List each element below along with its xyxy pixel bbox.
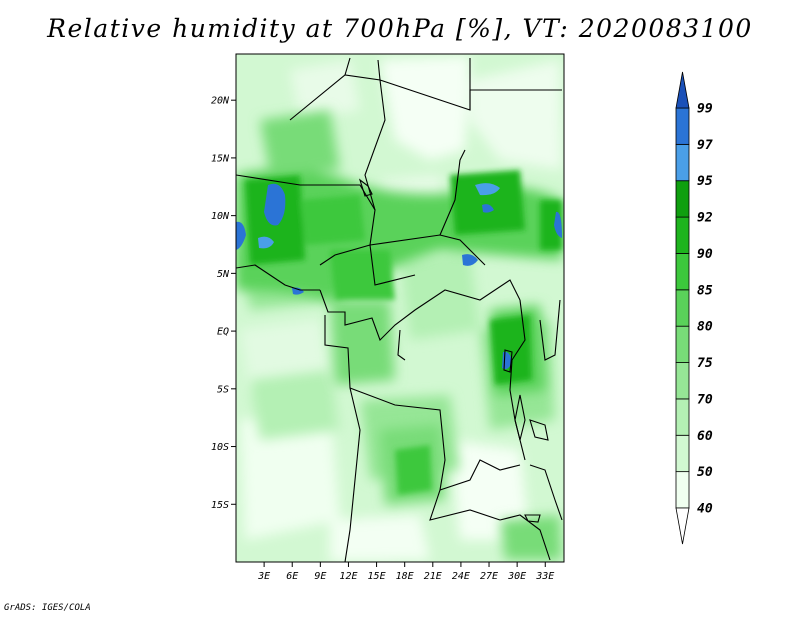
colorbar-cell bbox=[675, 180, 690, 218]
lat-tick-label: 5S bbox=[217, 384, 229, 395]
colorbar: 40 50 60 70 75 80 85 90 92 95 97 99 bbox=[675, 71, 713, 545]
lon-tick-label: 6E bbox=[286, 571, 298, 582]
colorbar-cell bbox=[675, 289, 690, 327]
very-moist-regions bbox=[245, 170, 562, 495]
colorbar-label: 85 bbox=[697, 283, 713, 298]
map-title: Relative humidity at 700hPa [%], VT: 202… bbox=[47, 14, 753, 43]
lon-tick-label: 12E bbox=[339, 571, 357, 582]
colorbar-cell bbox=[675, 362, 690, 400]
lon-tick-label: 21E bbox=[424, 571, 442, 582]
lon-tick-label: 24E bbox=[452, 571, 470, 582]
colorbar-label: 99 bbox=[697, 102, 713, 117]
colorbar-over-arrow bbox=[675, 71, 690, 109]
colorbar-cell bbox=[675, 253, 690, 291]
colorbar-label: 40 bbox=[697, 502, 713, 517]
colorbar-cell bbox=[675, 434, 690, 473]
lat-tick-label: 15S bbox=[211, 500, 229, 511]
colorbar-label: 75 bbox=[697, 356, 713, 371]
colorbar-label: 70 bbox=[697, 392, 713, 407]
lon-tick-label: 18E bbox=[396, 571, 414, 582]
colorbar-cell bbox=[675, 398, 690, 436]
longitude-axis: 3E 6E 9E 12E 15E 18E 21E 24E 27E 30E 33E bbox=[257, 562, 554, 582]
colorbar-cell bbox=[675, 107, 690, 145]
lat-tick-label: 5N bbox=[217, 269, 230, 280]
map-panel bbox=[236, 54, 564, 562]
lat-tick-label: 20N bbox=[211, 96, 230, 107]
saturated-regions bbox=[236, 183, 562, 370]
credit-label: GrADS: IGES/COLA bbox=[4, 603, 91, 613]
lat-tick-label: 10N bbox=[211, 211, 230, 222]
colorbar-label: 97 bbox=[697, 138, 713, 153]
lon-tick-label: 27E bbox=[480, 571, 498, 582]
colorbar-label: 90 bbox=[697, 247, 713, 262]
lat-tick-label: EQ bbox=[217, 327, 229, 338]
colorbar-label: 80 bbox=[697, 320, 713, 335]
lat-tick-label: 10S bbox=[211, 442, 229, 453]
lon-tick-label: 3E bbox=[257, 571, 270, 582]
lakes bbox=[358, 178, 549, 523]
colorbar-label: 50 bbox=[697, 465, 713, 480]
lon-tick-label: 9E bbox=[314, 571, 326, 582]
lon-tick-label: 15E bbox=[368, 571, 386, 582]
lat-tick-label: 15N bbox=[211, 153, 230, 164]
colorbar-cell bbox=[675, 471, 690, 509]
lon-tick-label: 33E bbox=[535, 571, 554, 582]
colorbar-label: 92 bbox=[697, 211, 713, 226]
map-frame bbox=[235, 53, 565, 563]
country-borders bbox=[236, 57, 563, 562]
colorbar-cell bbox=[675, 325, 690, 363]
colorbar-label: 60 bbox=[697, 429, 713, 444]
lon-tick-label: 30E bbox=[507, 571, 526, 582]
colorbar-cell bbox=[675, 216, 690, 254]
colorbar-label: 95 bbox=[697, 174, 713, 189]
colorbar-cell bbox=[675, 143, 690, 182]
colorbar-under-arrow bbox=[675, 507, 690, 545]
latitude-axis: 20N 15N 10N 5N EQ 5S 10S 15S bbox=[211, 96, 236, 511]
